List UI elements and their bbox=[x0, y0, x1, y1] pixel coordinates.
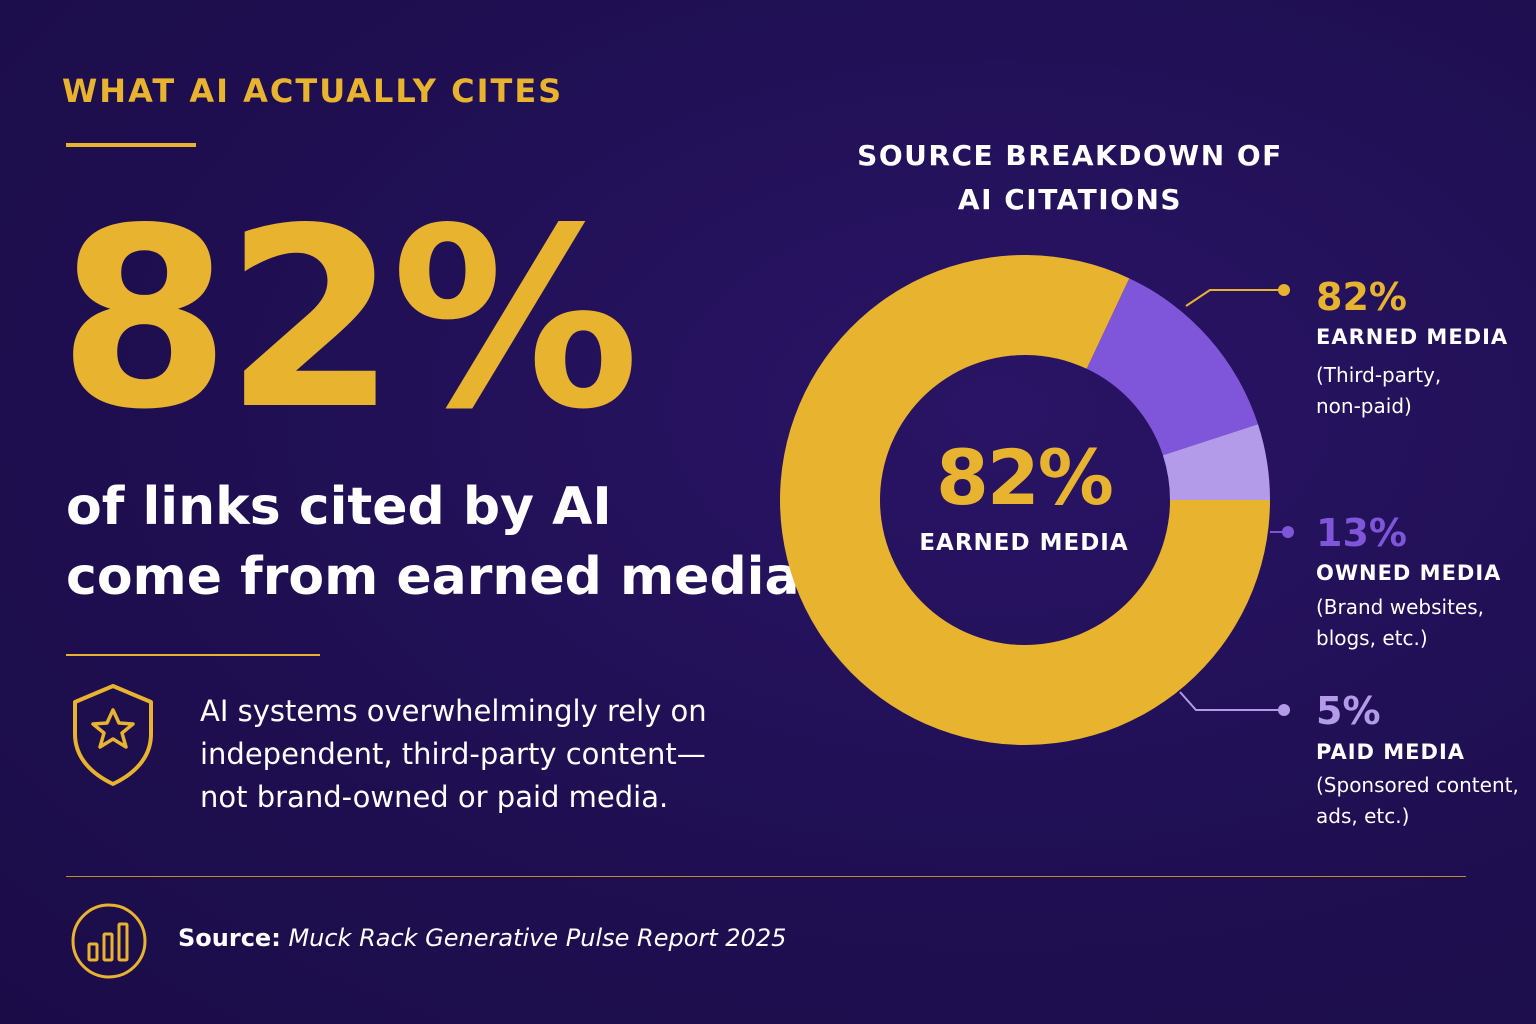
legend-paid-name: PAID MEDIA bbox=[1316, 740, 1466, 764]
legend-earned-desc-line-2: non-paid) bbox=[1316, 394, 1412, 418]
legend-owned-desc-line-1: (Brand websites, bbox=[1316, 595, 1484, 619]
donut-center-label: EARNED MEDIA bbox=[919, 530, 1129, 556]
leader-paid-media bbox=[1179, 691, 1290, 716]
section-divider bbox=[66, 654, 320, 656]
legend-paid-desc-line-1: (Sponsored content, bbox=[1316, 773, 1519, 797]
headline-text: of links cited by AI come from earned me… bbox=[66, 472, 819, 612]
donut-center-value: 82% bbox=[936, 433, 1114, 522]
supporting-note: AI systems overwhelmingly rely on indepe… bbox=[200, 690, 707, 819]
legend-earned-desc-line-1: (Third-party, bbox=[1316, 363, 1442, 387]
leader-earned-media bbox=[1185, 284, 1290, 307]
leader-earned-media-dot bbox=[1278, 284, 1290, 296]
leader-paid-media-dot bbox=[1278, 704, 1290, 716]
footer-divider bbox=[66, 876, 1466, 877]
legend-owned-desc-line-2: blogs, etc.) bbox=[1316, 626, 1428, 650]
note-line-2: independent, third-party content— bbox=[200, 737, 706, 771]
shield-star-icon bbox=[73, 684, 153, 786]
leader-owned-media-dot bbox=[1282, 526, 1294, 538]
note-line-1: AI systems overwhelmingly rely on bbox=[200, 694, 707, 728]
legend-earned-name: EARNED MEDIA bbox=[1316, 325, 1509, 349]
legend-earned-desc: (Third-party, non-paid) bbox=[1316, 360, 1441, 422]
chart-title-line-1: SOURCE BREAKDOWN OF bbox=[857, 139, 1283, 172]
legend-paid-desc-line-2: ads, etc.) bbox=[1316, 804, 1410, 828]
slice-owned-media bbox=[1086, 278, 1259, 456]
chart-title-line-2: AI CITATIONS bbox=[957, 183, 1183, 216]
legend-owned-desc: (Brand websites, blogs, etc.) bbox=[1316, 592, 1484, 654]
headline-line-2: come from earned media. bbox=[66, 547, 820, 607]
source-label: Source: bbox=[178, 924, 281, 952]
legend-owned-name: OWNED MEDIA bbox=[1316, 561, 1502, 585]
headline-line-1: of links cited by AI bbox=[66, 477, 612, 537]
note-line-3: not brand-owned or paid media. bbox=[200, 780, 669, 814]
source-text: Muck Rack Generative Pulse Report 2025 bbox=[288, 924, 787, 952]
legend-owned-value: 13% bbox=[1316, 511, 1407, 555]
eyebrow-title: WHAT AI ACTUALLY CITES bbox=[62, 72, 564, 110]
leader-owned-media bbox=[1270, 526, 1294, 538]
legend-earned-value: 82% bbox=[1316, 275, 1407, 319]
legend-paid-desc: (Sponsored content, ads, etc.) bbox=[1316, 770, 1519, 832]
legend-paid-value: 5% bbox=[1316, 689, 1381, 733]
eyebrow-divider bbox=[66, 143, 196, 147]
source-citation: Source: Muck Rack Generative Pulse Repor… bbox=[178, 924, 786, 952]
chart-title: SOURCE BREAKDOWN OF AI CITATIONS bbox=[820, 134, 1320, 222]
headline-stat: 82% bbox=[58, 176, 640, 464]
bar-chart-icon bbox=[71, 903, 147, 979]
slice-paid-media bbox=[1162, 424, 1270, 500]
